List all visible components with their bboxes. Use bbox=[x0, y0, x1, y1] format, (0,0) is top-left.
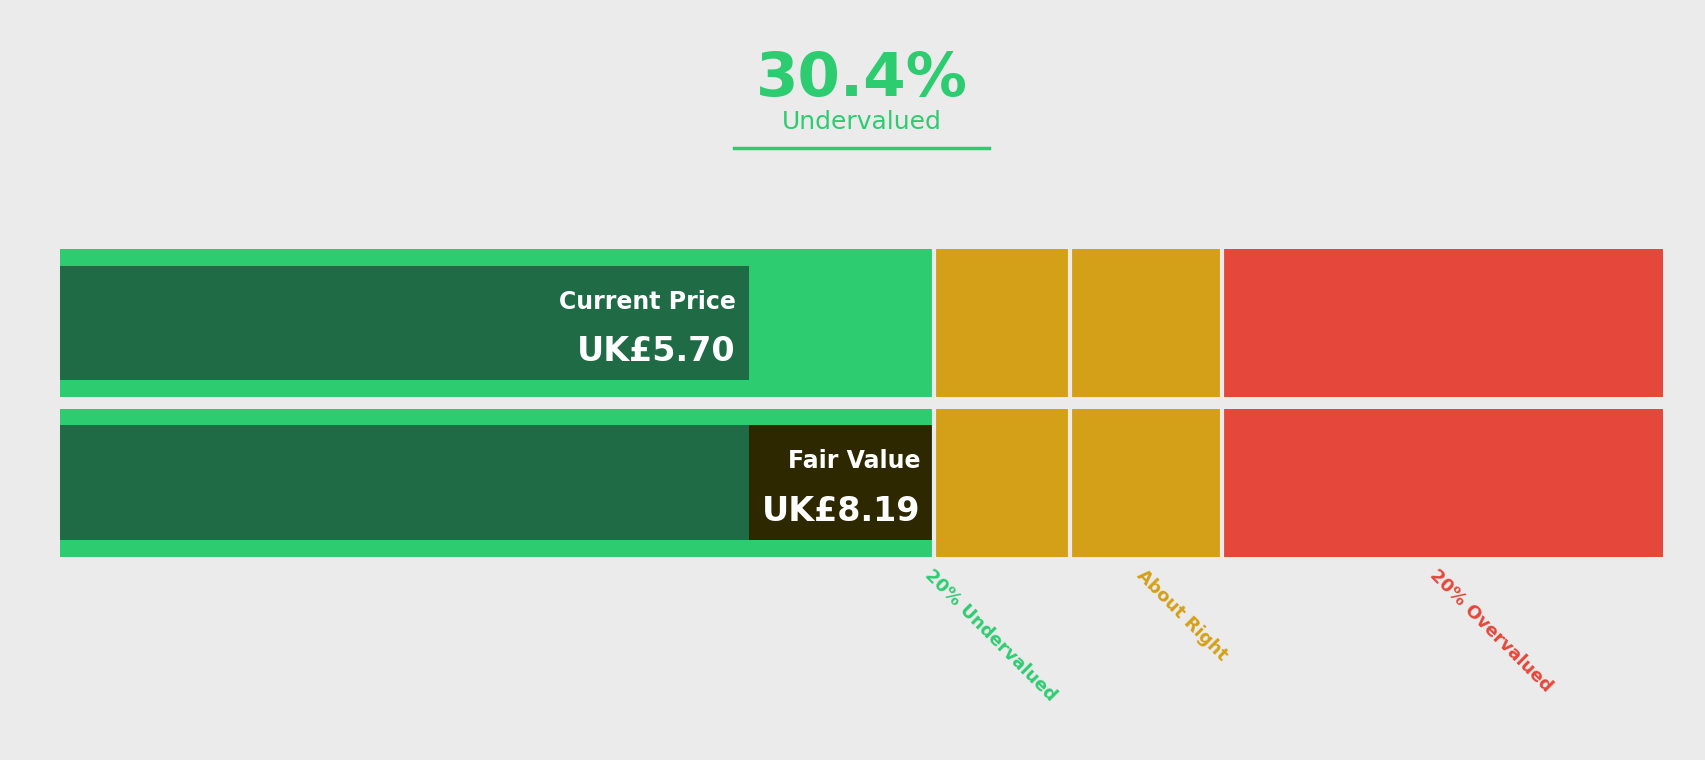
Text: 20% Overvalued: 20% Overvalued bbox=[1425, 566, 1555, 695]
Bar bbox=[1221, 409, 1662, 556]
Text: UK£8.19: UK£8.19 bbox=[760, 495, 919, 528]
Text: 20% Undervalued: 20% Undervalued bbox=[921, 566, 1059, 705]
Text: Fair Value: Fair Value bbox=[788, 449, 919, 473]
Text: Current Price: Current Price bbox=[559, 290, 735, 314]
Text: About Right: About Right bbox=[1132, 566, 1229, 664]
Text: Undervalued: Undervalued bbox=[781, 109, 941, 134]
Bar bbox=[748, 426, 933, 540]
Bar bbox=[60, 266, 748, 381]
Text: UK£5.70: UK£5.70 bbox=[576, 335, 735, 369]
Bar bbox=[60, 409, 933, 556]
Text: 30.4%: 30.4% bbox=[755, 50, 967, 109]
Bar bbox=[60, 249, 933, 397]
Bar bbox=[933, 249, 1221, 397]
Bar bbox=[933, 409, 1221, 556]
Bar bbox=[60, 426, 933, 540]
Bar bbox=[1221, 249, 1662, 397]
